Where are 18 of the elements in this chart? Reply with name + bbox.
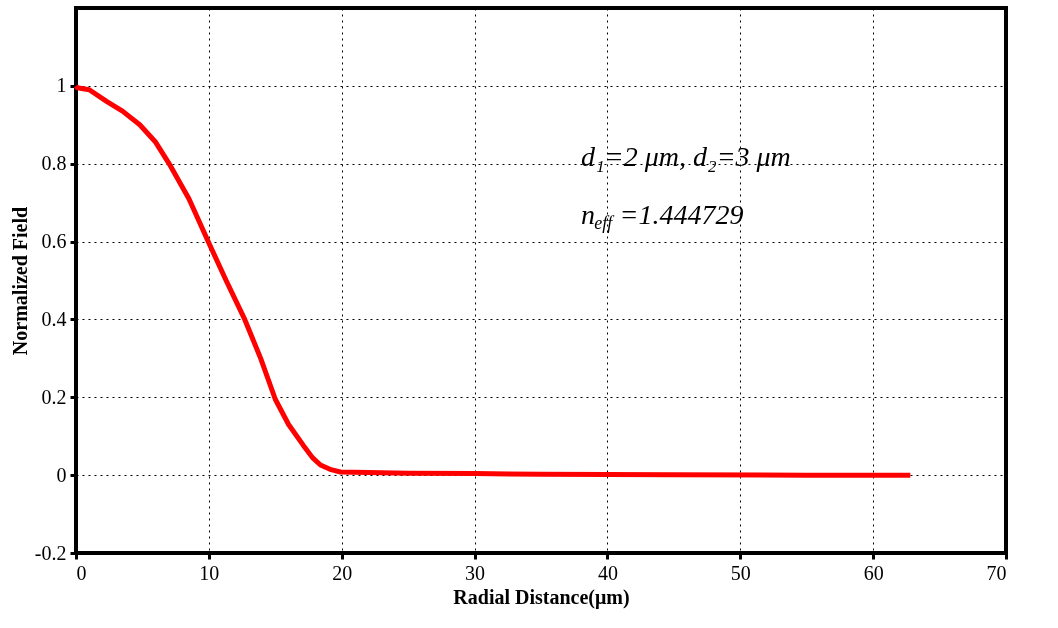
x-tick-label: 70 [986,561,1007,584]
y-tick-label: 0.8 [41,152,67,175]
x-tick-label: 10 [199,561,220,584]
y-tick-label: 0.4 [41,307,67,330]
x-tick-label: 20 [332,561,353,584]
x-tick-label: 40 [597,561,618,584]
x-tick-label: 50 [730,561,751,584]
x-axis-title: Radial Distance(μm) [453,585,630,609]
x-tick-label: 0 [76,561,87,584]
y-tick-label: -0.2 [34,541,67,564]
y-axis-title: Normalized Field [8,206,31,356]
y-tick-label: 0 [56,463,67,486]
y-tick-label: 1 [56,74,67,97]
x-tick-label: 30 [465,561,486,584]
annotation: d₁=2 μm, d₂=3 μm [581,141,791,172]
y-tick-label: 0.6 [41,230,67,253]
y-tick-label: 0.2 [41,385,67,408]
x-tick-label: 60 [863,561,884,584]
